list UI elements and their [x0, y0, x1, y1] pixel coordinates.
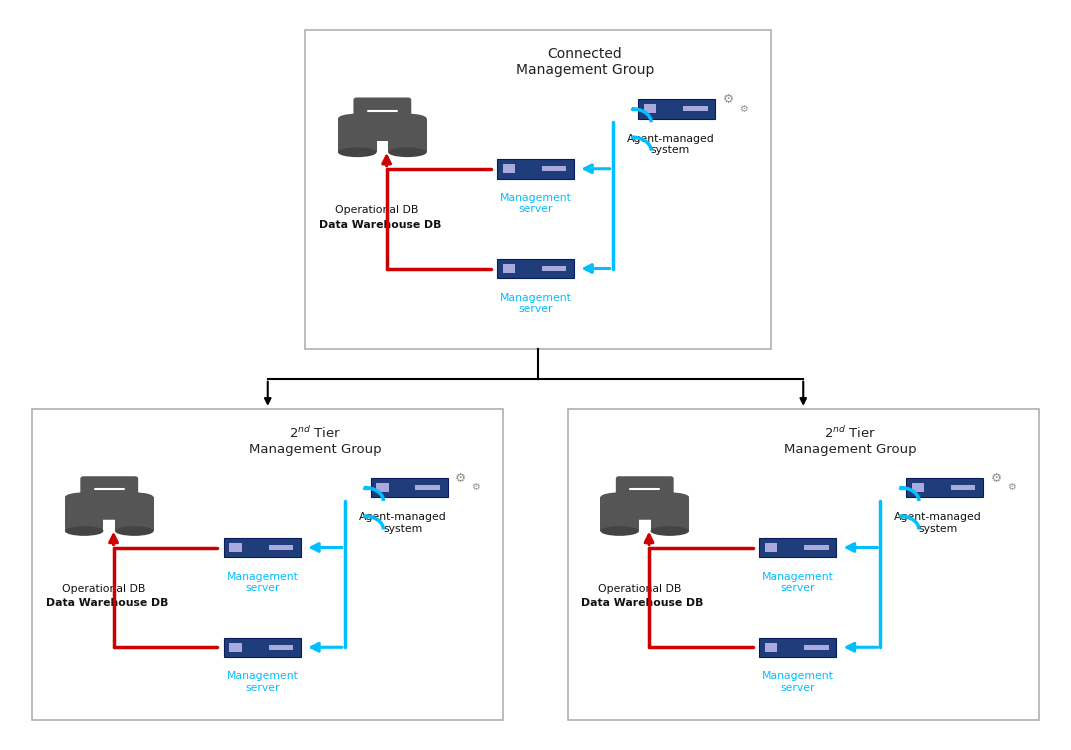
Text: Agent-managed
system: Agent-managed system — [894, 512, 982, 534]
FancyBboxPatch shape — [502, 264, 515, 273]
Text: ⚙: ⚙ — [455, 472, 466, 485]
Text: $2^{nd}$ Tier
Management Group: $2^{nd}$ Tier Management Group — [248, 425, 381, 456]
Polygon shape — [601, 497, 639, 531]
Text: Operational DB: Operational DB — [598, 584, 681, 593]
FancyBboxPatch shape — [305, 30, 771, 349]
Ellipse shape — [115, 493, 153, 502]
FancyBboxPatch shape — [542, 166, 567, 172]
FancyBboxPatch shape — [906, 478, 983, 497]
Polygon shape — [650, 497, 689, 531]
FancyBboxPatch shape — [497, 259, 574, 278]
FancyBboxPatch shape — [759, 538, 836, 557]
FancyBboxPatch shape — [371, 478, 448, 497]
FancyBboxPatch shape — [951, 484, 976, 490]
FancyBboxPatch shape — [568, 409, 1039, 720]
Text: $2^{nd}$ Tier
Management Group: $2^{nd}$ Tier Management Group — [784, 425, 917, 456]
FancyBboxPatch shape — [804, 644, 829, 650]
FancyBboxPatch shape — [224, 638, 301, 657]
Text: Management
server: Management server — [226, 671, 299, 693]
Ellipse shape — [338, 114, 377, 123]
FancyBboxPatch shape — [376, 483, 389, 492]
Text: ⚙: ⚙ — [991, 472, 1001, 485]
Text: ⚙: ⚙ — [1007, 482, 1015, 493]
Polygon shape — [65, 497, 104, 531]
Text: Agent-managed
system: Agent-managed system — [627, 134, 714, 155]
Text: Operational DB: Operational DB — [335, 205, 419, 214]
FancyBboxPatch shape — [497, 159, 574, 178]
FancyBboxPatch shape — [683, 106, 708, 112]
FancyBboxPatch shape — [804, 544, 829, 550]
Polygon shape — [115, 497, 153, 531]
Ellipse shape — [65, 526, 104, 536]
FancyBboxPatch shape — [416, 484, 440, 490]
Text: Connected
Management Group: Connected Management Group — [515, 46, 654, 76]
Ellipse shape — [388, 114, 426, 123]
FancyBboxPatch shape — [32, 409, 503, 720]
FancyBboxPatch shape — [269, 644, 293, 650]
Text: Data Warehouse DB: Data Warehouse DB — [582, 598, 704, 608]
FancyBboxPatch shape — [229, 543, 242, 552]
Text: ⚙: ⚙ — [723, 93, 734, 106]
Ellipse shape — [601, 526, 639, 536]
FancyBboxPatch shape — [269, 544, 293, 550]
FancyBboxPatch shape — [765, 643, 778, 652]
FancyBboxPatch shape — [759, 638, 836, 657]
FancyBboxPatch shape — [638, 99, 715, 118]
Text: Agent-managed
system: Agent-managed system — [359, 512, 447, 534]
Polygon shape — [388, 118, 426, 152]
FancyBboxPatch shape — [353, 98, 411, 141]
Text: Management
server: Management server — [761, 671, 834, 693]
Text: Management
server: Management server — [499, 193, 572, 214]
Ellipse shape — [601, 493, 639, 502]
FancyBboxPatch shape — [644, 104, 657, 113]
Text: Operational DB: Operational DB — [62, 584, 146, 593]
Ellipse shape — [338, 147, 377, 158]
Ellipse shape — [388, 147, 426, 158]
Text: Management
server: Management server — [499, 292, 572, 314]
FancyBboxPatch shape — [224, 538, 301, 557]
Ellipse shape — [115, 526, 153, 536]
FancyBboxPatch shape — [80, 476, 138, 520]
Text: Data Warehouse DB: Data Warehouse DB — [319, 220, 441, 230]
Text: Data Warehouse DB: Data Warehouse DB — [46, 598, 168, 608]
Ellipse shape — [650, 493, 689, 502]
Ellipse shape — [65, 493, 104, 502]
FancyBboxPatch shape — [765, 543, 778, 552]
Text: ⚙: ⚙ — [739, 104, 748, 114]
FancyBboxPatch shape — [229, 643, 242, 652]
FancyBboxPatch shape — [911, 483, 924, 492]
Text: Management
server: Management server — [226, 572, 299, 593]
Polygon shape — [338, 118, 377, 152]
FancyBboxPatch shape — [542, 266, 567, 272]
Text: Management
server: Management server — [761, 572, 834, 593]
Text: ⚙: ⚙ — [471, 482, 480, 493]
FancyBboxPatch shape — [616, 476, 674, 520]
FancyBboxPatch shape — [502, 164, 515, 173]
Ellipse shape — [650, 526, 689, 536]
